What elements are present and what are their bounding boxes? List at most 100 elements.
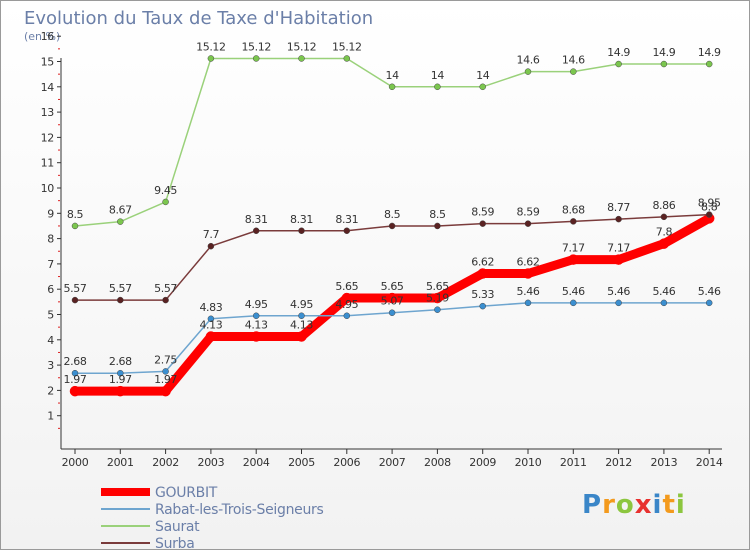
data-label-saurat: 15.12	[241, 40, 271, 53]
data-label-rabat-les-trois-seigneurs: 5.46	[698, 285, 721, 298]
data-point-gourbit	[477, 268, 488, 279]
y-minor-tick	[58, 301, 60, 303]
data-label-saurat: 15.12	[287, 40, 317, 53]
chart-subtitle: (en %)	[24, 30, 60, 43]
x-tick-label: 2012	[605, 456, 632, 469]
y-minor-tick	[58, 326, 60, 328]
x-tick-label: 2005	[288, 456, 315, 469]
legend-label-rabat-les-trois-seigneurs: Rabat-les-Trois-Seigneurs	[155, 502, 324, 518]
data-label-surba: 5.57	[64, 282, 87, 295]
data-label-rabat-les-trois-seigneurs: 5.46	[517, 285, 540, 298]
data-point-gourbit	[522, 268, 534, 279]
chart-title: Evolution du Taux de Taxe d'Habitation	[24, 8, 373, 29]
y-tick-label: 12	[41, 131, 54, 144]
data-label-surba: 8.31	[290, 213, 313, 226]
data-point-surba	[298, 227, 305, 235]
data-point-rabat-les-trois-seigneurs	[660, 299, 668, 307]
legend: GOURBITRabat-les-Trois-SeigneursSauratSu…	[101, 485, 324, 550]
x-tick-label: 2008	[424, 456, 451, 469]
data-label-surba: 5.57	[154, 282, 177, 295]
data-point-surba	[479, 220, 486, 227]
data-point-saurat	[207, 55, 215, 62]
y-tick-label: 16	[41, 30, 55, 43]
x-tick-label: 2009	[469, 456, 496, 469]
y-tick-label: 7	[47, 258, 54, 271]
data-label-saurat: 14.6	[517, 54, 540, 67]
data-label-surba: 7.7	[203, 228, 220, 241]
data-label-saurat: 14.9	[607, 46, 630, 59]
data-point-surba	[343, 227, 351, 235]
y-tick-label: 6	[47, 283, 54, 296]
logo-letter: o	[615, 490, 635, 520]
y-tick-label: 3	[47, 359, 54, 372]
y-tick-label: 11	[41, 157, 54, 170]
data-point-saurat	[479, 83, 486, 91]
data-label-surba: 8.31	[245, 213, 268, 226]
x-tick-label: 2007	[379, 456, 406, 469]
data-label-rabat-les-trois-seigneurs: 5.46	[607, 285, 630, 298]
data-point-rabat-les-trois-seigneurs	[117, 369, 124, 377]
data-label-gourbit: 5.65	[381, 280, 404, 293]
data-point-rabat-les-trois-seigneurs	[705, 299, 713, 307]
data-point-surba	[660, 213, 668, 221]
y-tick-label: 10	[41, 182, 55, 195]
y-tick-label: 4	[47, 334, 54, 347]
y-minor-tick	[58, 276, 60, 278]
data-label-gourbit: 7.8	[656, 226, 673, 239]
data-label-surba: 8.86	[652, 199, 675, 212]
y-tick-label: 2	[47, 384, 54, 397]
y-tick-label: 14	[41, 81, 55, 94]
data-point-saurat	[705, 60, 713, 68]
x-tick-label: 2014	[696, 456, 723, 469]
data-label-saurat: 14	[431, 69, 445, 82]
data-label-rabat-les-trois-seigneurs: 4.95	[245, 298, 268, 311]
data-label-rabat-les-trois-seigneurs: 5.46	[562, 285, 585, 298]
data-label-saurat: 15.12	[196, 40, 226, 53]
data-label-gourbit: 7.17	[562, 242, 585, 255]
data-point-saurat	[298, 55, 305, 62]
data-point-gourbit	[386, 292, 398, 304]
data-point-surba	[162, 296, 169, 304]
data-label-gourbit: 8.8	[701, 200, 718, 213]
data-label-saurat: 14	[476, 69, 490, 82]
data-point-gourbit	[341, 292, 353, 304]
data-label-gourbit: 1.97	[64, 373, 87, 386]
x-tick-label: 2003	[198, 456, 225, 469]
y-tick-label: 5	[47, 309, 54, 322]
y-tick-label: 1	[47, 410, 54, 423]
data-label-surba: 8.77	[607, 201, 630, 214]
y-minor-tick	[58, 174, 60, 176]
y-minor-tick	[58, 402, 60, 404]
data-point-saurat	[162, 198, 169, 206]
logo-letter: x	[634, 490, 653, 520]
y-minor-tick	[58, 98, 60, 100]
data-point-surba	[252, 227, 260, 235]
data-label-rabat-les-trois-seigneurs: 5.33	[471, 288, 494, 301]
data-point-gourbit	[69, 385, 81, 397]
data-point-rabat-les-trois-seigneurs	[162, 368, 169, 375]
data-point-saurat	[388, 83, 396, 91]
data-point-gourbit	[160, 385, 171, 397]
data-point-rabat-les-trois-seigneurs	[524, 299, 532, 307]
data-point-saurat	[117, 218, 124, 225]
data-label-gourbit: 1.97	[154, 373, 177, 386]
data-point-saurat	[660, 60, 668, 68]
data-label-gourbit: 1.97	[109, 373, 132, 386]
data-point-gourbit	[115, 385, 126, 397]
data-point-surba	[570, 218, 577, 225]
x-tick-label: 2011	[560, 456, 587, 469]
data-label-rabat-les-trois-seigneurs: 2.68	[64, 355, 87, 368]
y-minor-tick	[58, 73, 60, 75]
data-point-saurat	[252, 55, 260, 62]
data-point-rabat-les-trois-seigneurs	[298, 312, 305, 320]
data-label-surba: 5.57	[109, 282, 132, 295]
data-point-saurat	[615, 60, 622, 68]
y-minor-tick	[58, 250, 60, 252]
data-point-surba	[207, 242, 215, 250]
data-label-surba: 8.59	[471, 206, 494, 219]
data-point-rabat-les-trois-seigneurs	[388, 309, 396, 316]
data-label-saurat: 15.12	[332, 40, 362, 53]
logo-letter: i	[675, 490, 686, 520]
data-label-rabat-les-trois-seigneurs: 5.07	[381, 295, 404, 308]
